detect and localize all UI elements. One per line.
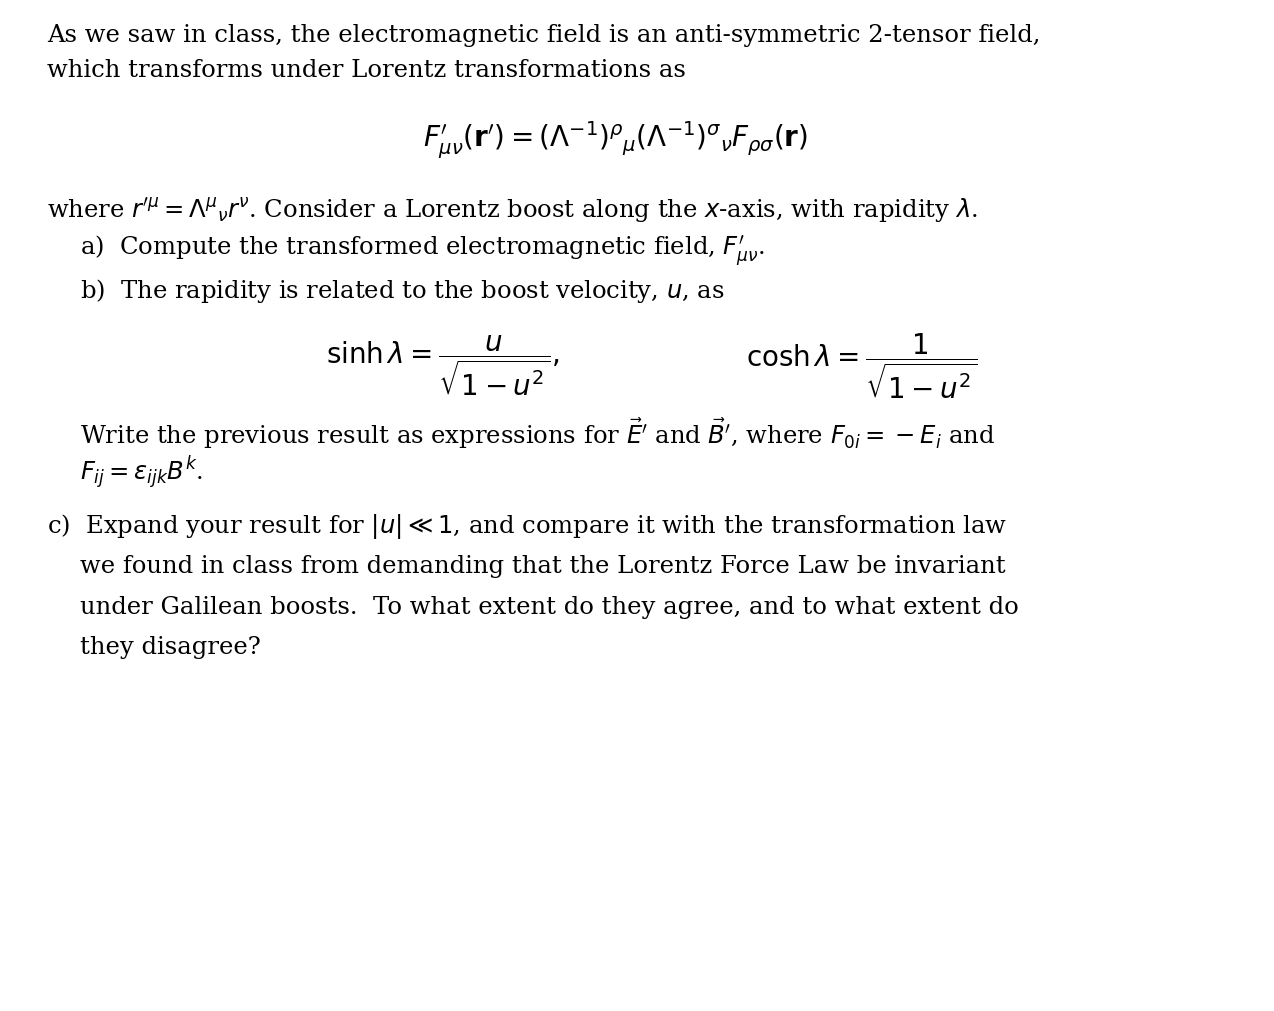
Text: $F^{\prime}_{\mu\nu}(\mathbf{r}^{\prime}) = (\Lambda^{-1})^{\rho}{}_{\mu}(\Lambd: $F^{\prime}_{\mu\nu}(\mathbf{r}^{\prime}… — [423, 118, 808, 161]
Text: c)  Expand your result for $|u|\ll 1$, and compare it with the transformation la: c) Expand your result for $|u|\ll 1$, an… — [47, 512, 1006, 540]
Text: a)  Compute the transformed electromagnetic field, $F^{\prime}_{\mu\nu}$.: a) Compute the transformed electromagnet… — [80, 233, 766, 269]
Text: Write the previous result as expressions for $\vec{E}^{\prime}$ and $\vec{B}^{\p: Write the previous result as expressions… — [80, 416, 995, 450]
Text: we found in class from demanding that the Lorentz Force Law be invariant: we found in class from demanding that th… — [80, 555, 1005, 577]
Text: As we saw in class, the electromagnetic field is an anti-symmetric 2-tensor fiel: As we saw in class, the electromagnetic … — [47, 24, 1040, 47]
Text: under Galilean boosts.  To what extent do they agree, and to what extent do: under Galilean boosts. To what extent do… — [80, 595, 1019, 618]
Text: $\sinh\lambda = \dfrac{u}{\sqrt{1-u^2}},$: $\sinh\lambda = \dfrac{u}{\sqrt{1-u^2}},… — [326, 334, 559, 398]
Text: $F_{ij} = \epsilon_{ijk}B^k$.: $F_{ij} = \epsilon_{ijk}B^k$. — [80, 455, 203, 491]
Text: where $r^{\prime\mu} = \Lambda^{\mu}{}_{\nu}r^{\nu}$. Consider a Lorentz boost a: where $r^{\prime\mu} = \Lambda^{\mu}{}_{… — [47, 196, 977, 224]
Text: b)  The rapidity is related to the boost velocity, $u$, as: b) The rapidity is related to the boost … — [80, 277, 725, 305]
Text: they disagree?: they disagree? — [80, 636, 261, 658]
Text: $\cosh\lambda = \dfrac{1}{\sqrt{1-u^2}}$: $\cosh\lambda = \dfrac{1}{\sqrt{1-u^2}}$ — [745, 332, 977, 400]
Text: which transforms under Lorentz transformations as: which transforms under Lorentz transform… — [47, 60, 685, 82]
